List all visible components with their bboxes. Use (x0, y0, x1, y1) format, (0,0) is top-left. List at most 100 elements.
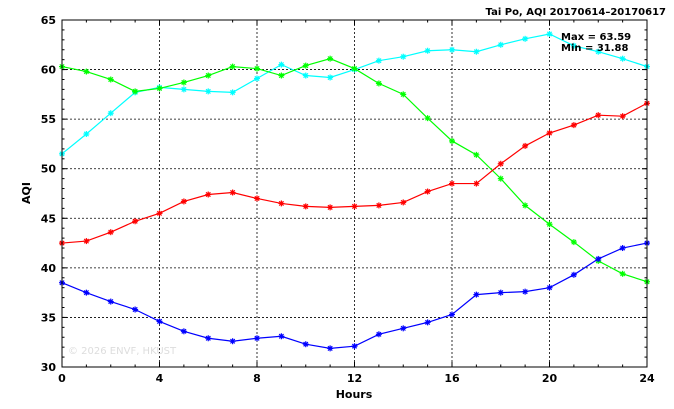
series-point (254, 195, 260, 202)
marker-stroke (376, 58, 382, 64)
marker-stroke (303, 341, 309, 347)
series-point (83, 289, 90, 296)
marker-stroke (546, 285, 553, 291)
marker-stroke (595, 112, 601, 118)
marker-stroke (498, 42, 504, 48)
series-point (424, 319, 431, 326)
marker-stroke (620, 56, 626, 62)
marker-stroke (351, 65, 358, 72)
marker-stroke (108, 298, 114, 305)
series-point (375, 80, 382, 87)
marker-stroke (327, 56, 333, 62)
marker-stroke (278, 62, 284, 68)
series-point (327, 345, 334, 352)
series-point (180, 198, 187, 205)
series-point (473, 48, 480, 55)
marker-stroke (449, 47, 455, 53)
marker-stroke (205, 335, 211, 341)
marker-stroke (571, 272, 577, 278)
marker-stroke (376, 331, 382, 337)
marker-stroke (254, 65, 260, 72)
marker-stroke (546, 130, 553, 136)
marker-stroke (522, 36, 528, 42)
marker-stroke (376, 202, 382, 208)
series-3 (59, 240, 650, 352)
series-point (619, 270, 626, 277)
chart-title: Tai Po, AQI 20170614–20170617 (486, 7, 666, 18)
marker-stroke (230, 89, 236, 95)
series-point (156, 318, 163, 325)
series-point (546, 30, 553, 37)
series-point (619, 55, 626, 62)
series-point (278, 200, 285, 207)
marker-stroke (376, 80, 382, 87)
series-point (449, 311, 455, 318)
series-point (449, 137, 455, 144)
marker-stroke (571, 43, 577, 49)
series-point (278, 72, 285, 79)
marker-stroke (181, 328, 187, 334)
x-tick-label: 16 (444, 372, 460, 385)
marker-stroke (571, 239, 577, 245)
series-point (400, 53, 407, 60)
series-1 (59, 55, 650, 285)
series-point (205, 191, 212, 198)
series-point (107, 110, 114, 117)
series-point (375, 331, 382, 338)
series-point (497, 289, 504, 296)
marker-stroke (156, 85, 163, 91)
series-point (351, 65, 358, 72)
marker-stroke (83, 131, 89, 137)
y-tick-label: 45 (41, 212, 56, 225)
min-annotation: Min = 31.88 (561, 43, 629, 54)
marker-stroke (400, 91, 406, 97)
series-point (546, 221, 553, 228)
marker-stroke (230, 338, 236, 344)
marker-stroke (132, 306, 138, 313)
series-point (400, 199, 407, 206)
series-point (156, 210, 163, 217)
series-point (229, 189, 236, 196)
x-tick-label: 8 (253, 372, 261, 385)
series-point (107, 229, 114, 236)
marker-stroke (278, 200, 284, 206)
marker-stroke (303, 203, 309, 209)
series-point (497, 175, 504, 182)
series-point (522, 288, 529, 295)
marker-stroke (571, 122, 577, 128)
y-tick-label: 50 (41, 163, 57, 176)
marker-stroke (473, 292, 479, 298)
marker-stroke (498, 176, 504, 182)
y-tick-label: 55 (41, 113, 56, 126)
marker-stroke (449, 311, 455, 318)
series-point (278, 61, 285, 68)
series-point (302, 72, 309, 79)
marker-stroke (620, 271, 626, 277)
marker-stroke (108, 229, 114, 235)
series-point (302, 203, 309, 210)
marker-stroke (108, 76, 114, 83)
marker-stroke (351, 343, 358, 349)
series-point (546, 130, 553, 137)
series-point (400, 325, 407, 332)
marker-stroke (327, 345, 333, 351)
marker-stroke (498, 161, 504, 167)
marker-stroke (181, 86, 187, 92)
series-point (375, 202, 382, 209)
marker-stroke (156, 210, 163, 216)
series-point (132, 306, 139, 313)
series-point (180, 86, 187, 93)
series-point (449, 46, 455, 53)
y-tick-label: 40 (41, 262, 57, 275)
series-point (570, 239, 577, 246)
series-point (278, 333, 285, 340)
series-point (424, 47, 431, 54)
series-point (83, 68, 90, 75)
marker-stroke (546, 31, 553, 37)
tick-labels: 0 4 8 12 16 20 24 30 35 40 45 50 55 60 65 (41, 14, 655, 385)
series-point (132, 218, 139, 225)
series-point (229, 89, 236, 96)
series-point (351, 203, 358, 210)
series-point (83, 238, 90, 245)
marker-stroke (449, 138, 455, 144)
